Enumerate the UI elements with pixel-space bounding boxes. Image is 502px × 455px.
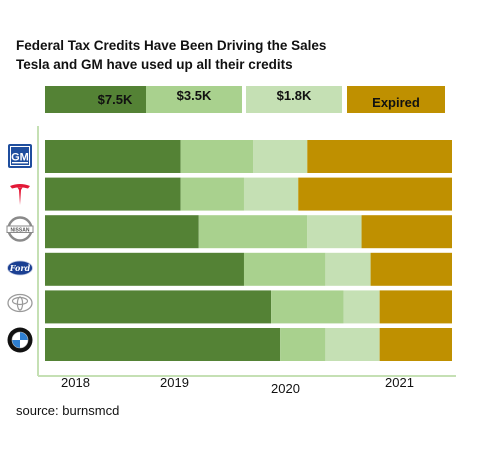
bar-gm-35k [180, 140, 254, 173]
toyota-logo [6, 289, 34, 317]
svg-text:GM: GM [11, 152, 29, 164]
legend-item: Expired [347, 86, 445, 113]
bar-ford-18k [325, 252, 371, 286]
ford-logo: Ford [6, 254, 34, 282]
bar-ford-75k [45, 252, 244, 286]
legend-item: $3.5K [146, 86, 242, 113]
chart-title: Federal Tax Credits Have Been Driving th… [16, 38, 327, 53]
bar-ford-35k [243, 252, 326, 286]
x-tick-label: 2020 [271, 381, 300, 396]
x-tick-label: 2019 [160, 375, 189, 390]
bar-toyota-35k [271, 290, 344, 324]
bar-bmw-35k [280, 328, 326, 361]
chart-subtitle: Tesla and GM have used up all their cred… [16, 57, 293, 72]
bar-bmw-75k [45, 328, 281, 361]
svg-text:NISSAN: NISSAN [11, 227, 30, 233]
bar-gm-18k [253, 140, 308, 173]
x-tick-label: 2018 [61, 375, 90, 390]
bar-nissan-expired [361, 215, 452, 249]
bar-toyota-expired [379, 290, 452, 324]
bar-toyota-18k [343, 290, 380, 324]
bar-nissan-75k [45, 215, 199, 249]
tesla-logo [6, 180, 34, 208]
bar-toyota-75k [45, 290, 272, 324]
x-tick-label: 2021 [385, 375, 414, 390]
bar-ford-expired [370, 252, 452, 286]
bar-tesla-35k [180, 177, 244, 211]
bar-gm-expired [307, 140, 452, 173]
bar-tesla-75k [45, 177, 181, 211]
nissan-logo: NISSAN [6, 215, 34, 243]
bar-bmw-expired [379, 328, 452, 361]
legend-item: $1.8K [246, 86, 342, 113]
svg-text:Ford: Ford [9, 263, 31, 273]
bar-nissan-18k [307, 215, 362, 249]
bmw-logo [6, 326, 34, 354]
bar-tesla-18k [243, 177, 299, 211]
bar-gm-75k [45, 140, 181, 173]
bar-bmw-18k [325, 328, 380, 361]
source-note: source: burnsmcd [16, 403, 120, 418]
bar-tesla-expired [298, 177, 452, 211]
bar-nissan-35k [198, 215, 308, 249]
gm-logo: GM [6, 142, 34, 170]
